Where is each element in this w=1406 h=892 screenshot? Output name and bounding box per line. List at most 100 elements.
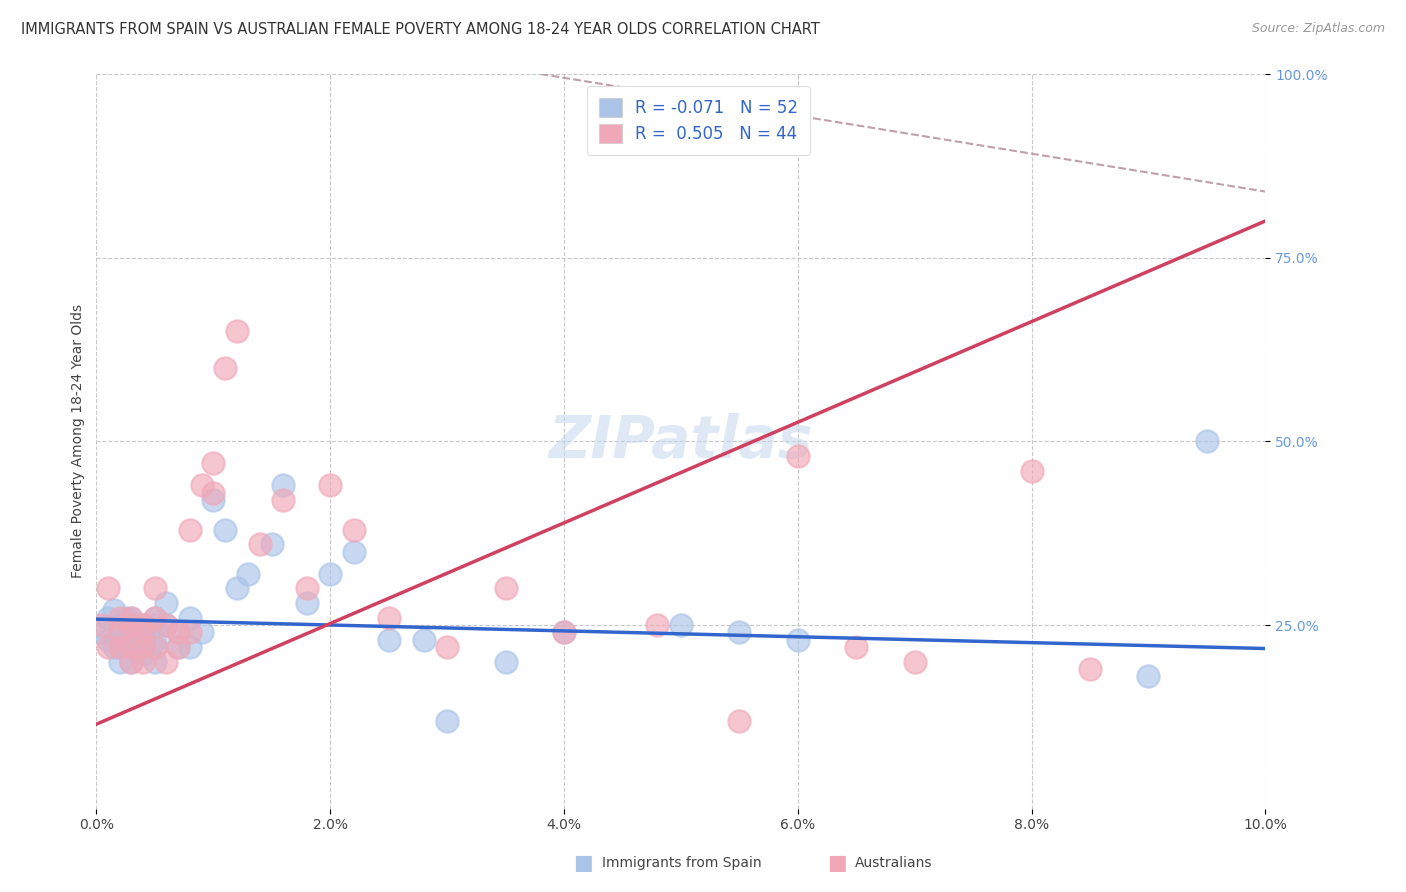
Point (167, 625, 190, 640)
Point (1195, 434, 1218, 449)
Point (377, 610, 399, 624)
Point (155, 655, 177, 669)
Point (214, 360, 236, 375)
Point (202, 493, 225, 508)
Point (904, 655, 927, 669)
Point (132, 625, 155, 640)
Point (1021, 464, 1043, 478)
Point (647, 618, 669, 632)
Point (260, 537, 283, 551)
Point (412, 632, 434, 647)
Point (167, 640, 190, 654)
Point (553, 625, 575, 640)
Legend: R = -0.071   N = 52, R =  0.505   N = 44: R = -0.071 N = 52, R = 0.505 N = 44 (586, 86, 810, 154)
Point (295, 596, 318, 610)
Point (120, 625, 142, 640)
Point (786, 632, 808, 647)
Point (202, 456, 225, 470)
Point (120, 610, 142, 624)
Point (179, 523, 201, 537)
Point (120, 610, 142, 624)
Point (132, 640, 155, 654)
Point (214, 523, 236, 537)
Point (342, 523, 364, 537)
Point (108, 610, 131, 624)
Point (97, 640, 120, 654)
Point (97, 632, 120, 647)
Point (728, 625, 751, 640)
Text: ZIPatlas: ZIPatlas (548, 413, 813, 470)
Text: Immigrants from Spain: Immigrants from Spain (602, 856, 762, 871)
Point (179, 610, 201, 624)
Point (120, 640, 142, 654)
Point (155, 618, 177, 632)
Point (91, 618, 114, 632)
Point (190, 478, 212, 492)
Point (179, 625, 201, 640)
Point (190, 625, 212, 640)
Point (143, 610, 166, 624)
Point (120, 632, 142, 647)
Point (132, 632, 155, 647)
Point (225, 324, 247, 338)
Point (377, 632, 399, 647)
Point (120, 655, 142, 669)
Point (495, 655, 517, 669)
Point (132, 655, 155, 669)
Point (273, 478, 295, 492)
Point (143, 618, 166, 632)
Point (108, 640, 131, 654)
Point (786, 449, 808, 463)
Point (249, 537, 271, 551)
Point (143, 655, 166, 669)
Point (120, 618, 142, 632)
Point (132, 648, 155, 662)
Point (202, 485, 225, 500)
Point (155, 618, 177, 632)
Point (669, 618, 692, 632)
Point (495, 582, 517, 596)
Point (319, 478, 342, 492)
Point (143, 640, 166, 654)
Point (238, 566, 260, 581)
Point (295, 582, 318, 596)
Point (120, 618, 142, 632)
Point (1078, 662, 1101, 676)
Point (1137, 669, 1160, 683)
Point (132, 625, 155, 640)
Point (179, 640, 201, 654)
Point (143, 610, 166, 624)
Point (167, 640, 190, 654)
Point (143, 582, 166, 596)
Point (103, 640, 125, 654)
Text: Source: ZipAtlas.com: Source: ZipAtlas.com (1251, 22, 1385, 36)
Point (436, 714, 458, 728)
Y-axis label: Female Poverty Among 18-24 Year Olds: Female Poverty Among 18-24 Year Olds (72, 304, 86, 578)
Point (436, 640, 458, 654)
Text: ■: ■ (574, 854, 593, 873)
Point (143, 640, 166, 654)
Point (108, 625, 131, 640)
Point (97, 582, 120, 596)
Point (97, 610, 120, 624)
Point (273, 493, 295, 508)
Text: ■: ■ (827, 854, 846, 873)
Point (132, 618, 155, 632)
Point (91, 625, 114, 640)
Point (108, 625, 131, 640)
Point (167, 625, 190, 640)
Point (225, 582, 247, 596)
Point (342, 544, 364, 558)
Point (553, 625, 575, 640)
Point (845, 640, 868, 654)
Text: Australians: Australians (855, 856, 932, 871)
Point (108, 640, 131, 654)
Point (114, 610, 136, 624)
Point (132, 640, 155, 654)
Point (155, 596, 177, 610)
Point (120, 640, 142, 654)
Point (132, 618, 155, 632)
Point (120, 655, 142, 669)
Point (108, 655, 131, 669)
Point (108, 618, 131, 632)
